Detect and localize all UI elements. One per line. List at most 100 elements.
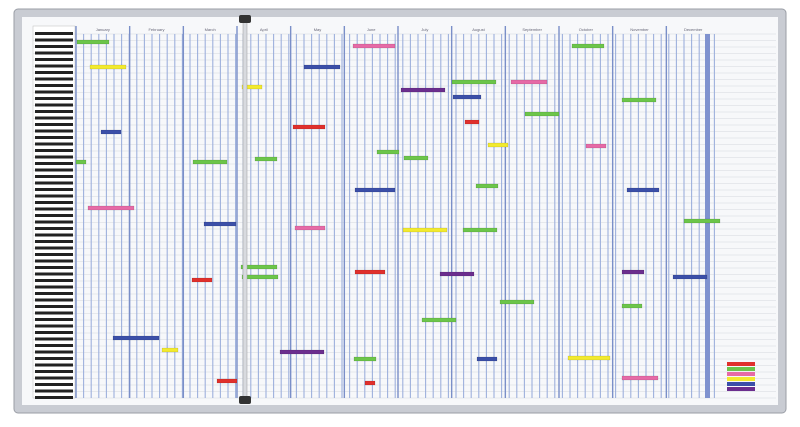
magnet bbox=[571, 43, 605, 49]
magnet bbox=[241, 274, 279, 280]
magnet bbox=[216, 378, 238, 384]
month-label: May bbox=[314, 27, 322, 32]
magnet bbox=[451, 79, 497, 85]
magnet bbox=[100, 129, 122, 135]
name-stripe bbox=[35, 103, 73, 107]
name-stripe bbox=[35, 51, 73, 55]
month-label: October bbox=[579, 27, 594, 32]
name-stripe bbox=[35, 149, 73, 152]
magnets bbox=[75, 39, 721, 386]
name-stripe bbox=[35, 129, 73, 133]
name-stripe bbox=[35, 298, 73, 302]
magnet bbox=[402, 227, 448, 233]
name-stripe bbox=[35, 363, 73, 367]
name-stripe bbox=[35, 357, 73, 360]
magnet bbox=[112, 335, 160, 341]
magnet bbox=[403, 155, 429, 161]
name-stripe bbox=[35, 350, 73, 354]
swatch bbox=[727, 362, 755, 366]
magnet bbox=[352, 43, 396, 49]
magnet bbox=[621, 375, 659, 381]
magnet bbox=[672, 274, 708, 280]
name-stripe bbox=[35, 181, 73, 185]
name-stripe bbox=[35, 97, 73, 100]
name-stripe bbox=[35, 90, 73, 94]
name-stripe bbox=[35, 168, 73, 172]
name-stripe bbox=[35, 337, 73, 341]
magnet bbox=[76, 39, 110, 45]
name-stripe bbox=[35, 311, 73, 315]
magnet bbox=[621, 303, 643, 309]
board-surface bbox=[22, 17, 778, 405]
name-stripe bbox=[35, 162, 73, 165]
name-stripe bbox=[35, 214, 73, 217]
name-stripe bbox=[35, 207, 73, 211]
magnet bbox=[567, 355, 611, 361]
ruler-cap bbox=[239, 15, 251, 23]
name-stripe bbox=[35, 71, 73, 74]
ruler bbox=[242, 21, 248, 401]
magnet bbox=[192, 159, 228, 165]
name-stripe bbox=[35, 370, 73, 373]
swatch bbox=[727, 382, 755, 386]
name-stripe bbox=[35, 233, 73, 237]
magnet bbox=[510, 79, 548, 85]
name-stripe bbox=[35, 396, 73, 399]
name-stripe bbox=[35, 253, 73, 256]
name-stripe bbox=[35, 110, 73, 113]
month-label: December bbox=[684, 27, 703, 32]
magnet bbox=[376, 149, 400, 155]
magnet bbox=[475, 183, 499, 189]
name-stripe bbox=[35, 116, 73, 120]
name-stripe bbox=[35, 155, 73, 159]
month-label: August bbox=[472, 27, 485, 32]
name-stripe bbox=[35, 376, 73, 380]
name-stripe bbox=[35, 227, 73, 230]
magnet bbox=[683, 218, 721, 224]
name-stripe bbox=[35, 331, 73, 334]
month-label: March bbox=[205, 27, 216, 32]
month-headers: January February March April May June July Augu… bbox=[96, 27, 703, 32]
magnet bbox=[421, 317, 457, 323]
month-label: September bbox=[522, 27, 542, 32]
name-stripe bbox=[35, 123, 73, 126]
name-stripe bbox=[35, 175, 73, 178]
magnet bbox=[364, 380, 376, 386]
month-label: January bbox=[96, 27, 110, 32]
name-stripe bbox=[35, 45, 73, 48]
name-stripe bbox=[35, 259, 73, 263]
magnet bbox=[303, 64, 341, 70]
name-stripe bbox=[35, 344, 73, 347]
magnet bbox=[464, 119, 480, 125]
magnet bbox=[487, 142, 509, 148]
month-label: July bbox=[421, 27, 428, 32]
magnet bbox=[439, 271, 475, 277]
name-stripe bbox=[35, 324, 73, 328]
magnet bbox=[626, 187, 660, 193]
magnet bbox=[354, 187, 396, 193]
month-label: November bbox=[630, 27, 649, 32]
name-stripe bbox=[35, 279, 73, 282]
magnet bbox=[499, 299, 535, 305]
ruler-cap bbox=[239, 396, 251, 404]
magnet bbox=[354, 269, 386, 275]
name-stripe bbox=[35, 38, 73, 42]
swatch bbox=[727, 377, 755, 381]
magnet bbox=[161, 347, 179, 353]
magnet bbox=[452, 94, 482, 100]
magnet bbox=[585, 143, 607, 149]
magnet bbox=[353, 356, 377, 362]
magnet bbox=[524, 111, 560, 117]
name-stripe bbox=[35, 201, 73, 204]
name-stripe bbox=[35, 305, 73, 308]
name-stripe bbox=[35, 292, 73, 295]
name-stripe bbox=[35, 240, 73, 243]
name-stripe bbox=[35, 194, 73, 198]
magnet bbox=[203, 221, 237, 227]
magnet bbox=[292, 124, 326, 130]
name-stripe bbox=[35, 188, 73, 191]
name-stripe bbox=[35, 246, 73, 250]
dark-column bbox=[705, 34, 710, 398]
legend-swatches bbox=[727, 362, 755, 391]
name-stripe bbox=[35, 136, 73, 139]
